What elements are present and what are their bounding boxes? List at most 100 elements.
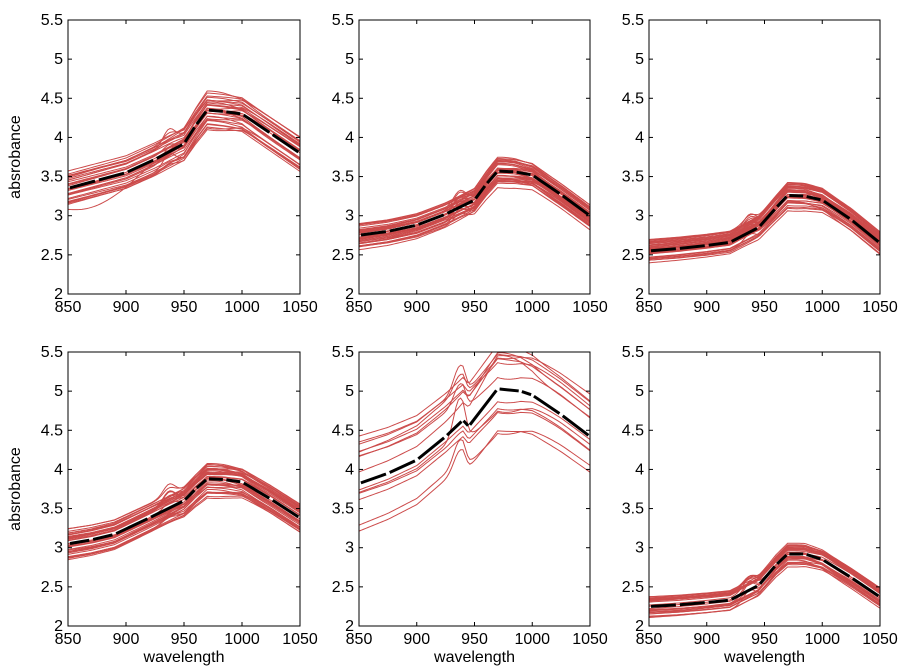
mean-spectrum-segment bbox=[184, 489, 196, 501]
mean-spectrum-segment bbox=[708, 241, 729, 247]
mean-spectrum-segment bbox=[561, 414, 590, 437]
y-tick-label: 5 bbox=[635, 51, 644, 68]
spectrum-line bbox=[359, 352, 590, 457]
mean-spectrum-segment bbox=[516, 170, 531, 177]
subplot-bottom-middle: 850 900 950 1000 1050 2 2.5 3 3.5 4 4.5 5 5.5 wavelen… bbox=[332, 344, 608, 666]
subplot-bottom-right: 850 900 950 1000 1050 2 2.5 3 3.5 4 4.5 5 5.5 wavelen… bbox=[622, 344, 898, 666]
y-tick-label: 4 bbox=[54, 129, 63, 146]
x-tick-label: 1000 bbox=[804, 299, 840, 316]
mean-spectrum-segment bbox=[730, 584, 758, 601]
y-tick-label: 5 bbox=[345, 383, 354, 400]
mean-spectrum-segment bbox=[679, 601, 705, 607]
mean-spectrum-segment bbox=[195, 478, 208, 490]
mean-spectrum-segment bbox=[806, 195, 821, 202]
mean-spectrum-segment bbox=[446, 420, 463, 437]
spectrum-line bbox=[359, 161, 590, 227]
mean-spectrum-segment bbox=[758, 565, 776, 585]
x-axis-label: wavelength bbox=[723, 649, 805, 666]
y-tick-label: 5 bbox=[345, 51, 354, 68]
mean-spectrum-segment bbox=[486, 171, 498, 185]
y-tick-label: 3.5 bbox=[622, 501, 644, 518]
y-tick-label: 3.5 bbox=[41, 501, 63, 518]
mean-spectrum-segment bbox=[650, 603, 676, 608]
mean-spectrum-segment bbox=[226, 478, 241, 484]
y-tick-label: 3 bbox=[345, 208, 354, 225]
y-axis-label: absrobance bbox=[7, 447, 24, 531]
x-tick-label: 950 bbox=[751, 299, 778, 316]
spectrum-line bbox=[649, 201, 880, 258]
mean-spectrum-segment bbox=[226, 110, 241, 116]
axes-frame bbox=[358, 351, 591, 627]
spectrum-line bbox=[359, 170, 590, 240]
mean-spectrum-segment bbox=[776, 553, 788, 565]
spectrum-line bbox=[68, 96, 300, 181]
spectrum-line bbox=[68, 463, 300, 530]
mean-spectrum-segment bbox=[69, 179, 96, 190]
x-axis-label: wavelength bbox=[143, 649, 225, 666]
mean-spectrum-segment bbox=[474, 185, 487, 200]
x-tick-label: 850 bbox=[55, 299, 82, 316]
x-axis-label: wavelength bbox=[433, 649, 515, 666]
spectrum-line bbox=[359, 397, 590, 493]
plot-area bbox=[359, 352, 590, 532]
x-tick-label: 1050 bbox=[572, 299, 608, 316]
mean-spectrum-segment bbox=[708, 598, 729, 604]
spectrum-line bbox=[359, 187, 590, 247]
spectrum-line bbox=[68, 118, 300, 195]
y-tick-label: 5.5 bbox=[332, 12, 354, 29]
plot-area bbox=[68, 462, 300, 561]
plot-area bbox=[649, 542, 880, 619]
plot-area bbox=[68, 90, 300, 211]
y-tick-label: 4.5 bbox=[41, 422, 63, 439]
spectrum-line bbox=[68, 110, 300, 187]
mean-spectrum-segment bbox=[499, 169, 514, 174]
y-tick-label: 5 bbox=[635, 383, 644, 400]
mean-spectrum-segment bbox=[242, 481, 271, 500]
mean-spectrum-segment bbox=[242, 113, 271, 134]
x-tick-label: 850 bbox=[636, 631, 663, 648]
mean-spectrum-segment bbox=[360, 472, 387, 485]
mean-spectrum-segment bbox=[183, 126, 196, 143]
spectrum-line bbox=[359, 353, 590, 445]
spectrum-line bbox=[359, 352, 590, 437]
spectrum-line bbox=[359, 408, 590, 494]
x-tick-label: 1050 bbox=[282, 631, 318, 648]
mean-spectrum-segment bbox=[679, 244, 705, 250]
y-tick-label: 3 bbox=[635, 208, 644, 225]
x-tick-label: 900 bbox=[403, 299, 430, 316]
y-tick-label: 2.5 bbox=[622, 579, 644, 596]
x-tick-label: 900 bbox=[693, 631, 720, 648]
spectrum-line bbox=[359, 158, 590, 225]
spectrum-line bbox=[68, 491, 300, 558]
spectrum-line bbox=[649, 545, 880, 598]
y-tick-label: 4 bbox=[345, 129, 354, 146]
y-tick-label: 2 bbox=[635, 286, 644, 303]
x-tick-label: 1050 bbox=[572, 631, 608, 648]
x-tick-label: 950 bbox=[461, 631, 488, 648]
spectrum-line bbox=[649, 190, 880, 246]
x-tick-label: 950 bbox=[171, 631, 198, 648]
x-tick-label: 950 bbox=[171, 299, 198, 316]
spectrum-line bbox=[68, 495, 300, 559]
y-axis-label: absrobance bbox=[7, 115, 24, 199]
x-tick-label: 950 bbox=[751, 631, 778, 648]
x-tick-label: 900 bbox=[113, 299, 140, 316]
x-tick-label: 950 bbox=[461, 299, 488, 316]
x-tick-label: 850 bbox=[55, 631, 82, 648]
y-tick-label: 4 bbox=[635, 129, 644, 146]
y-tick-label: 3 bbox=[54, 540, 63, 557]
mean-spectrum-segment bbox=[650, 247, 677, 253]
mean-spectrum-segment bbox=[208, 477, 223, 482]
x-tick-label: 1000 bbox=[224, 299, 260, 316]
spectrum-line bbox=[649, 210, 880, 264]
mean-spectrum-segment bbox=[462, 419, 470, 427]
axes-frame bbox=[358, 19, 591, 295]
y-tick-label: 2 bbox=[345, 618, 354, 635]
y-tick-label: 5.5 bbox=[622, 12, 644, 29]
y-tick-label: 2 bbox=[54, 618, 63, 635]
mean-spectrum-segment bbox=[115, 517, 149, 535]
y-tick-label: 2 bbox=[345, 286, 354, 303]
spectrum-line bbox=[359, 411, 590, 501]
mean-spectrum-segment bbox=[98, 171, 125, 182]
